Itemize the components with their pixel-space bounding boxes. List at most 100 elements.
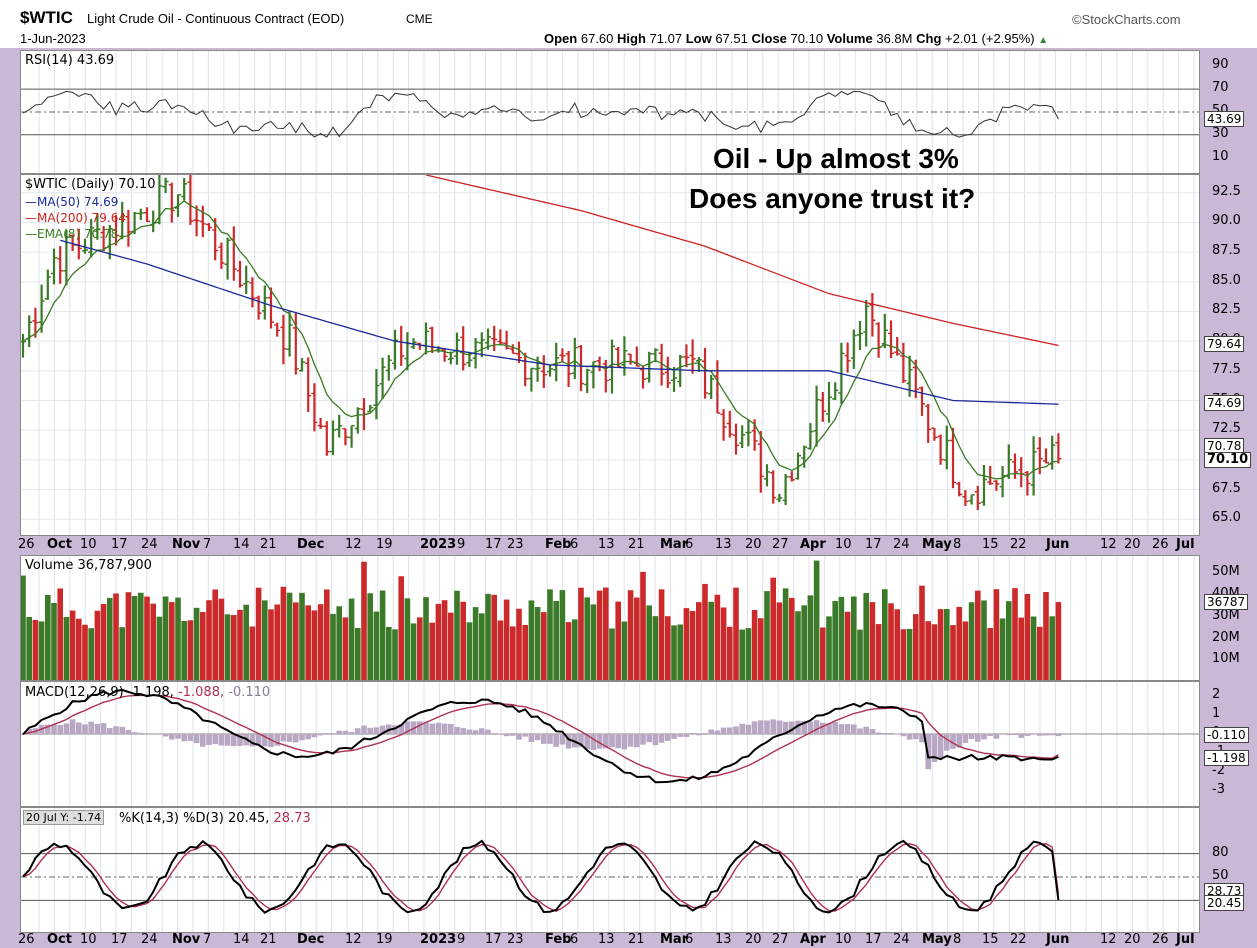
macd-histogram-bar <box>503 734 510 737</box>
price-legend: —MA(50) 74.69 —MA(200) 79.64 —EMA(8) 70.… <box>25 194 126 242</box>
legend-ma50: —MA(50) 74.69 <box>25 195 119 209</box>
macd-histogram-bar <box>559 734 566 745</box>
macd-histogram-bar <box>801 721 807 734</box>
chart-date: 1-Jun-2023 <box>20 31 86 46</box>
stoch-k-line <box>22 839 1060 914</box>
volume-tick: 50M <box>1212 564 1240 580</box>
high-value: 71.07 <box>649 31 683 46</box>
x-axis-bottom: 26 Oct 10 17 24 Nov 7 14 21 Dec 12 19 2023 9 17 23 Feb 6 1… <box>0 932 1200 948</box>
macd-histogram-bar <box>45 724 51 734</box>
volume-bar <box>224 614 231 680</box>
volume-bar <box>212 589 218 680</box>
volume-bar <box>435 603 442 680</box>
macd-histogram-bar <box>1049 734 1055 736</box>
volume-bar <box>900 629 907 680</box>
volume-bar <box>373 611 380 680</box>
watermark: ©StockCharts.com <box>1072 12 1181 27</box>
volume-bar <box>838 596 845 680</box>
x-axis-label: 26 <box>1152 932 1169 947</box>
macd-histogram-bar <box>758 720 764 734</box>
volume-bar <box>144 596 150 680</box>
volume-tick: 30M <box>1212 607 1240 623</box>
rsi-tick: 90 <box>1212 57 1229 73</box>
macd-histogram-bar <box>88 721 94 734</box>
volume-bar <box>727 626 733 680</box>
volume-bar <box>913 614 919 680</box>
macd-histogram-bar <box>280 734 287 742</box>
macd-histogram-bar <box>63 723 70 734</box>
x-axis-label: Apr <box>800 537 826 552</box>
x-axis-label: 17 <box>865 537 882 552</box>
stoch-plot <box>21 808 1199 932</box>
macd-histogram-bar <box>516 734 522 740</box>
price-plot <box>21 175 1199 535</box>
x-axis-label: 26 <box>18 932 35 947</box>
macd-tick: 2 <box>1212 687 1221 702</box>
volume-bar <box>981 600 987 680</box>
x-axis-label: 12 <box>1100 932 1117 947</box>
macd-histogram-bar <box>26 728 32 734</box>
macd-histogram-bar <box>187 734 194 741</box>
macd-histogram-bar <box>379 725 386 734</box>
volume-bar <box>795 611 801 680</box>
x-axis-label: 13 <box>598 932 615 947</box>
volume-bar <box>355 628 361 680</box>
macd-histogram-bar <box>795 720 801 734</box>
x-axis-label: 17 <box>111 537 128 552</box>
volume-bar <box>187 620 194 680</box>
x-axis-label: Feb <box>545 932 572 947</box>
volume-bar <box>522 624 528 680</box>
volume-bar <box>937 609 944 680</box>
volume-bar <box>410 623 417 680</box>
volume-bar <box>559 590 566 680</box>
volume-bar <box>516 608 522 680</box>
volume-bar <box>758 618 764 680</box>
macd-histogram-bar <box>293 734 299 743</box>
macd-histogram-bar <box>107 727 113 734</box>
volume-bar <box>169 602 175 680</box>
macd-histogram-bar <box>993 734 1000 739</box>
macd-histogram-bar <box>330 734 336 735</box>
volume-bar <box>305 605 311 680</box>
volume-bar <box>696 602 702 680</box>
macd-histogram-bar <box>1006 734 1012 736</box>
volume-bar <box>361 561 367 680</box>
macd-histogram-bar <box>937 734 944 759</box>
volume-bar <box>956 606 962 680</box>
macd-histogram-bar <box>224 734 231 746</box>
rsi-tick: 10 <box>1212 148 1229 164</box>
ma50-tag: 74.69 <box>1204 395 1245 412</box>
price-tick: 92.5 <box>1212 183 1241 199</box>
macd-histogram-bar <box>510 734 516 736</box>
x-axis-label: 10 <box>835 932 852 947</box>
x-axis-label: 24 <box>141 537 158 552</box>
macd-histogram-bar <box>888 732 894 734</box>
x-axis-label: Dec <box>297 932 325 947</box>
volume-bar <box>206 600 212 680</box>
macd-histogram-bar <box>615 734 621 749</box>
volume-bar <box>386 626 392 680</box>
volume-bar <box>1018 617 1024 680</box>
x-axis-label: 6 <box>570 537 579 552</box>
macd-hist-tag: -0.110 <box>1204 727 1249 744</box>
macd-histogram-bar <box>944 734 950 751</box>
macd-histogram-bar <box>472 730 479 734</box>
volume-bar <box>683 608 690 680</box>
macd-histogram-bar <box>640 734 646 745</box>
volume-bar <box>925 621 931 680</box>
volume-bar <box>745 628 752 680</box>
volume-bar <box>503 599 510 680</box>
macd-histogram-bar <box>838 724 845 734</box>
volume-bar <box>94 610 101 680</box>
volume-bar <box>286 592 293 680</box>
volume-bar <box>330 613 336 680</box>
x-axis-label: 12 <box>345 932 362 947</box>
volume-bar <box>162 596 169 680</box>
macd-histogram-bar <box>962 734 969 743</box>
macd-histogram-bar <box>435 722 442 734</box>
volume-bar <box>392 629 398 680</box>
stoch-k-tag: 20.45 <box>1204 895 1245 912</box>
macd-histogram-bar <box>851 724 857 734</box>
volume-bar <box>336 606 342 680</box>
macd-histogram-bar <box>528 734 535 743</box>
